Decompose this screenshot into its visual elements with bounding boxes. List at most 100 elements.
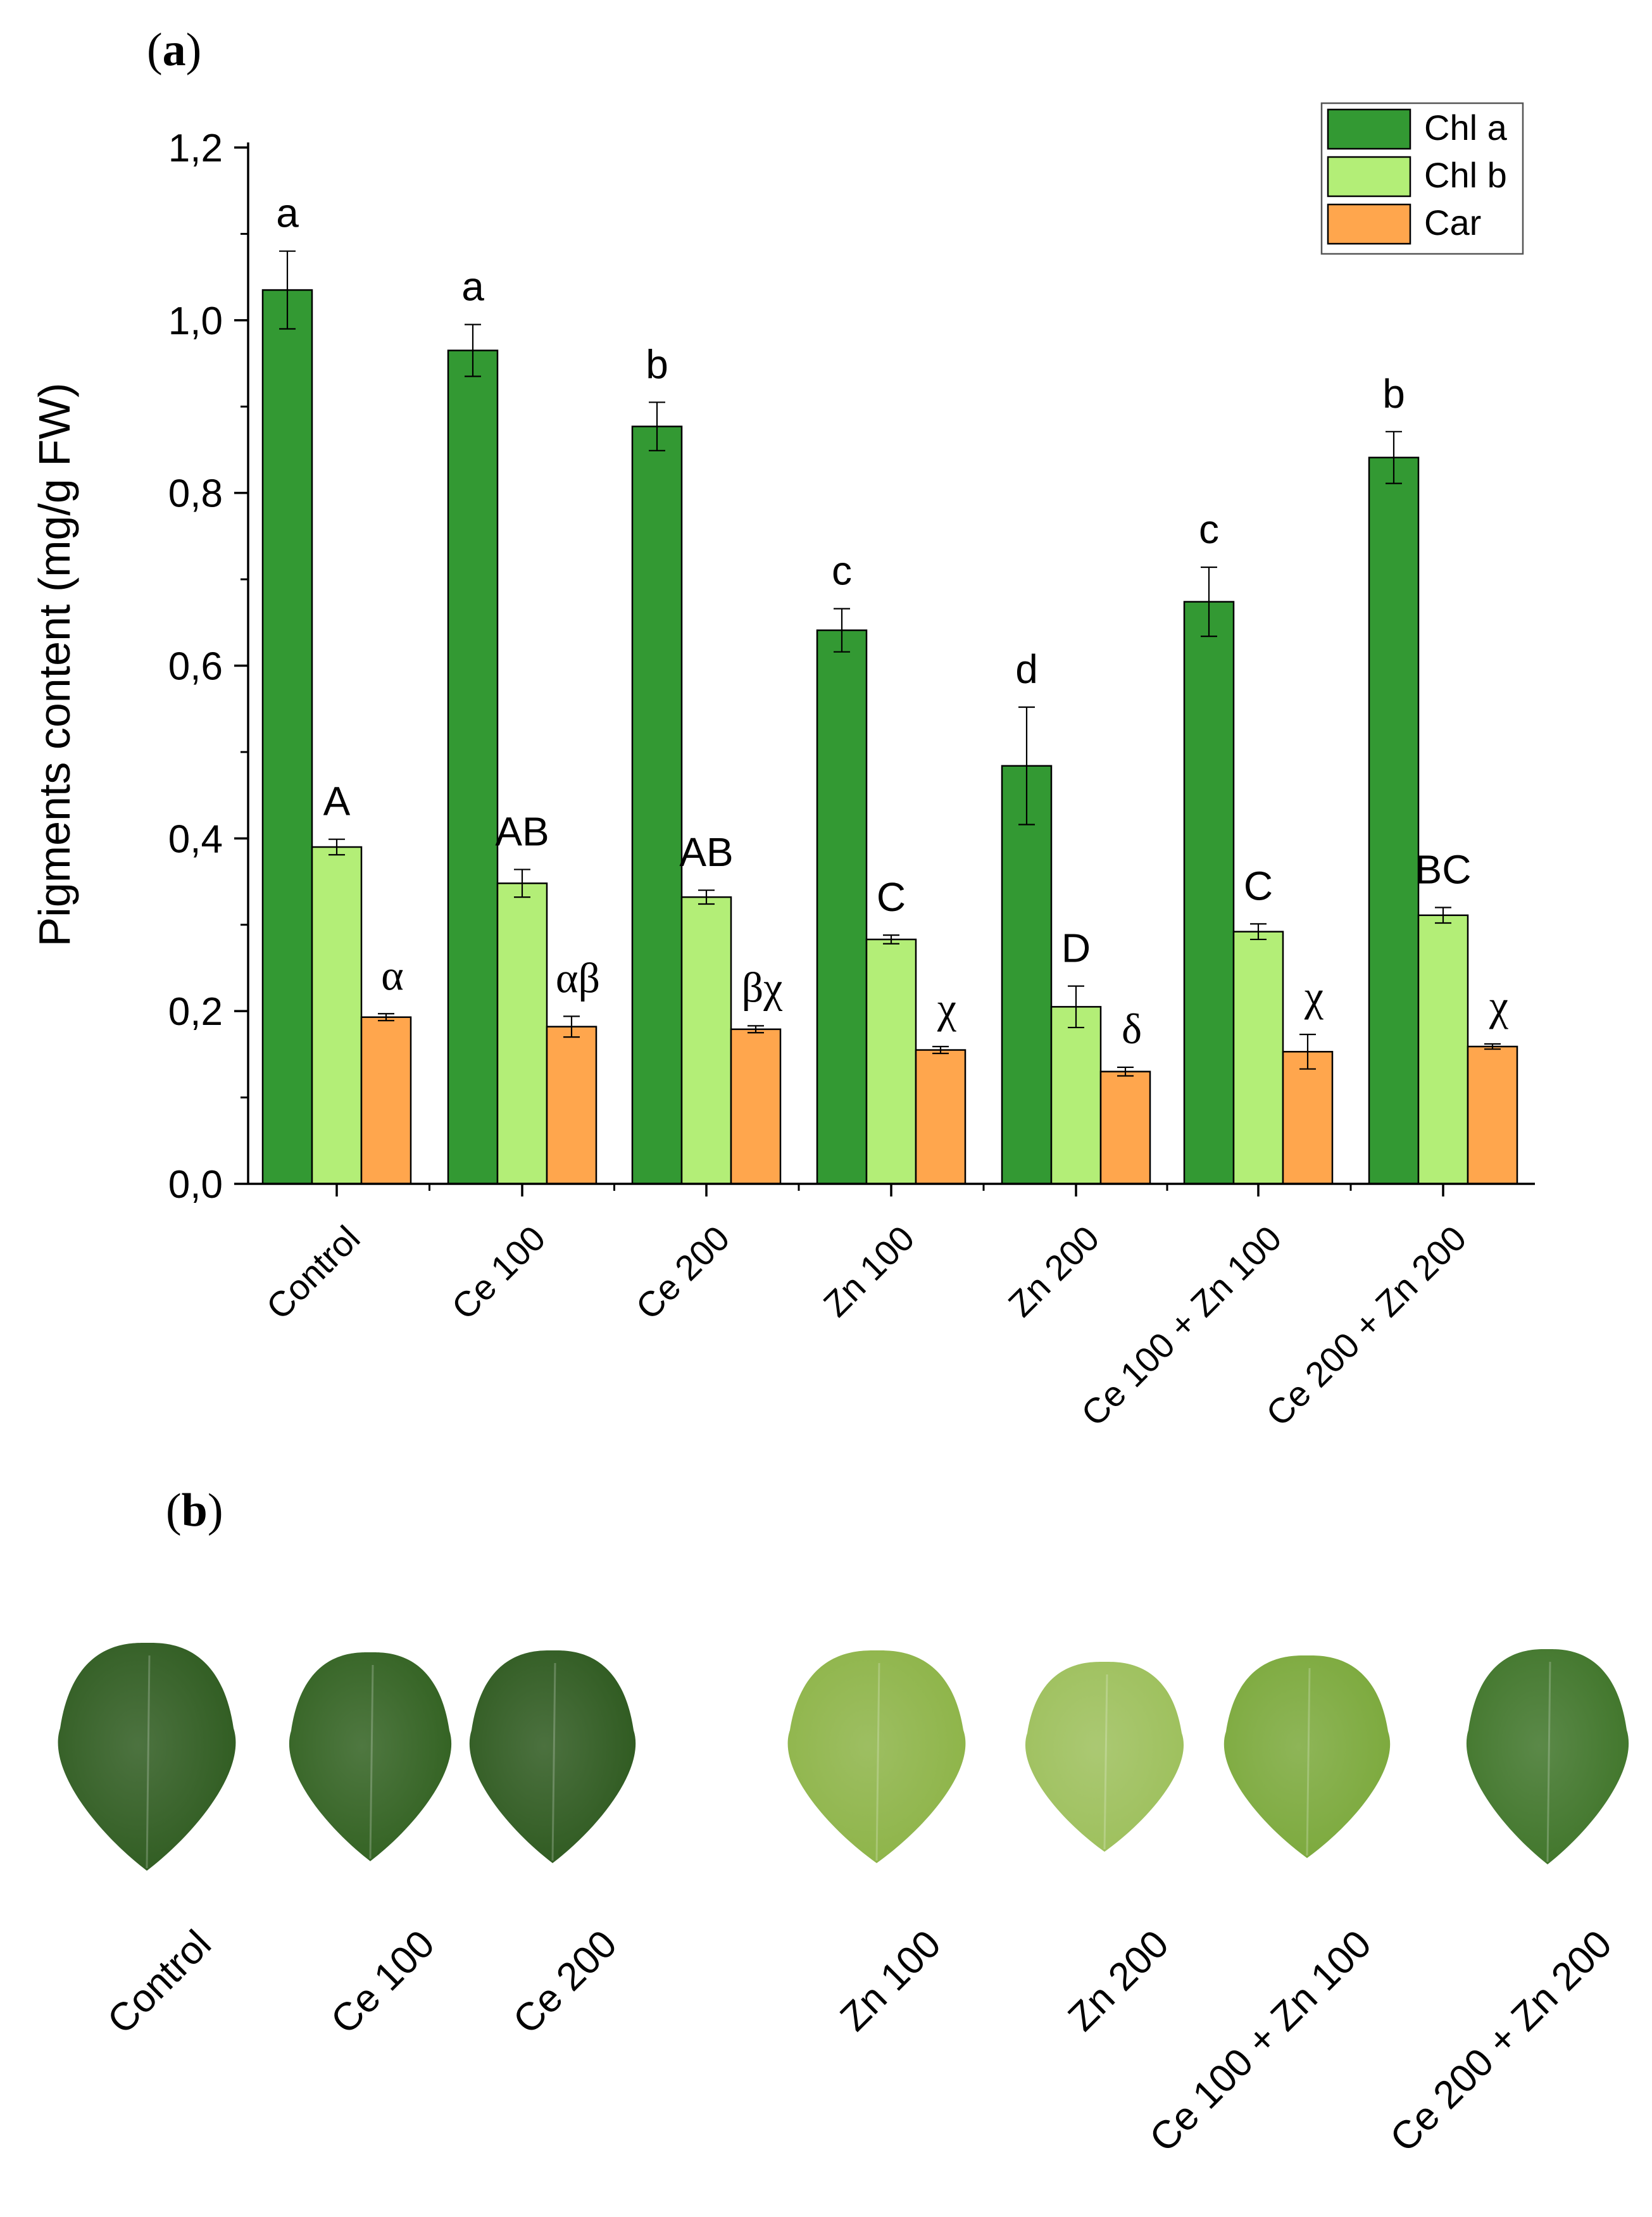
y-axis-title: Pigments content (mg/g FW)	[30, 383, 79, 947]
panel-a-open: (	[147, 24, 163, 76]
leaf-blade-6	[1466, 1649, 1629, 1864]
leaf-2	[469, 1650, 636, 1863]
x-tick-label-4: Zn 200	[1001, 1218, 1107, 1324]
plot-area: a a b c d c b A AB AB C D C BC α αβ βχ χ δ χ χ 0,0 0,2 0,4 0,6 0,…	[168, 127, 1535, 1434]
error-bar-0-5	[1201, 566, 1217, 637]
leaf-1	[289, 1652, 452, 1861]
bar-car-5	[1282, 1051, 1334, 1185]
leaf-label-2: Ce 200	[505, 1922, 625, 2042]
sig-label-1-5: C	[1244, 863, 1273, 908]
sig-label-2-6: χ	[1489, 981, 1508, 1029]
leaf-3	[787, 1650, 966, 1863]
leaf-midrib-3	[875, 1662, 880, 1861]
y-tick-label-6: 1,2	[168, 127, 223, 170]
error-bar-1-6	[1435, 907, 1451, 924]
error-bar-0-4	[1018, 706, 1035, 826]
error-bar-2-4	[1117, 1066, 1134, 1077]
bar-car-4	[1099, 1071, 1151, 1185]
bar-chl-a-2	[631, 425, 683, 1185]
sig-label-1-3: C	[877, 874, 906, 920]
leaf-label-1: Ce 100	[323, 1922, 443, 2042]
legend-label-0: Chl a	[1424, 108, 1508, 148]
sig-label-0-1: a	[461, 264, 484, 310]
leaf-midrib-5	[1306, 1667, 1311, 1856]
leaf-label-4: Zn 200	[1060, 1922, 1177, 2039]
leaf-0	[58, 1642, 236, 1871]
bar-chl-a-1	[447, 349, 499, 1185]
leaf-blade-4	[1025, 1661, 1184, 1852]
leaf-blade-3	[787, 1650, 966, 1863]
bar-chl-a-5	[1183, 601, 1235, 1185]
legend-label-2: Car	[1424, 203, 1481, 242]
sig-label-2-1: αβ	[556, 953, 600, 1002]
x-tick-label-2: Ce 200	[628, 1218, 737, 1327]
error-bar-2-0	[378, 1013, 394, 1022]
x-tick-label-5: Ce 100 + Zn 100	[1073, 1218, 1289, 1434]
panel-b-letter: b	[182, 1485, 208, 1536]
error-bar-0-0	[279, 250, 296, 330]
legend-swatch-2	[1327, 203, 1411, 245]
error-bar-1-3	[883, 934, 899, 945]
leaf-blade-0	[58, 1642, 236, 1871]
panel-a-close: )	[186, 24, 202, 76]
leaf-midrib-6	[1546, 1661, 1551, 1862]
leaf-label-0: Control	[99, 1922, 220, 2042]
x-tick-label-6: Ce 200 + Zn 200	[1258, 1218, 1474, 1434]
panel-a-label: (a)	[147, 24, 201, 76]
legend-swatch-0	[1327, 108, 1411, 150]
error-bar-2-6	[1484, 1043, 1501, 1050]
sig-label-2-4: δ	[1122, 1005, 1142, 1053]
error-bar-1-4	[1068, 985, 1084, 1029]
sig-label-0-0: a	[276, 191, 299, 236]
error-bar-1-5	[1250, 923, 1267, 941]
leaf-5	[1223, 1655, 1391, 1858]
error-bar-0-2	[649, 401, 665, 451]
bar-chl-b-4	[1050, 1006, 1102, 1185]
x-tick-label-0: Control	[258, 1218, 367, 1327]
legend-label-1: Chl b	[1424, 155, 1507, 195]
leaf-blade-5	[1223, 1655, 1391, 1858]
leaf-midrib-2	[551, 1662, 556, 1861]
bar-chl-b-6	[1417, 914, 1469, 1185]
panel-b-open: (	[166, 1485, 182, 1536]
leaf-4	[1025, 1661, 1184, 1852]
leaf-midrib-1	[369, 1664, 374, 1859]
sig-label-0-3: c	[832, 548, 852, 593]
bar-chl-a-6	[1368, 456, 1420, 1185]
y-tick-label-2: 0,4	[168, 817, 223, 861]
bar-car-6	[1467, 1045, 1518, 1185]
bar-chl-b-2	[680, 896, 732, 1185]
error-bar-1-1	[514, 869, 530, 898]
bar-car-1	[546, 1026, 598, 1185]
sig-label-1-2: AB	[679, 829, 733, 875]
y-tick-label-0: 0,0	[168, 1163, 223, 1207]
leaf-midrib-0	[146, 1655, 151, 1869]
bar-car-0	[360, 1016, 412, 1185]
leaf-6	[1466, 1649, 1629, 1864]
panel-b-label: (b)	[166, 1485, 223, 1536]
bar-chl-b-5	[1232, 931, 1284, 1185]
leaf-label-5: Ce 100 + Zn 100	[1141, 1922, 1380, 2161]
bar-chl-b-3	[865, 938, 917, 1185]
sig-label-1-6: BC	[1415, 846, 1472, 892]
bar-chl-b-1	[496, 882, 548, 1185]
error-bar-1-0	[329, 838, 345, 856]
sig-label-2-0: α	[381, 951, 404, 999]
sig-label-0-5: c	[1199, 506, 1219, 552]
leaf-label-6: Ce 200 + Zn 200	[1382, 1922, 1620, 2161]
sig-label-0-6: b	[1382, 371, 1405, 417]
sig-label-2-2: βχ	[742, 963, 783, 1011]
sig-label-1-1: AB	[495, 808, 549, 854]
sig-label-2-5: χ	[1304, 972, 1323, 1020]
x-tick-label-1: Ce 100	[444, 1218, 553, 1327]
panel-a-letter: a	[163, 24, 186, 76]
y-tick-label-1: 0,2	[168, 990, 223, 1034]
bar-chl-a-0	[261, 289, 313, 1185]
error-bar-2-1	[563, 1015, 580, 1038]
error-bar-0-3	[834, 608, 850, 653]
bar-chl-b-0	[311, 846, 363, 1185]
y-tick-label-4: 0,8	[168, 472, 223, 516]
bar-chl-a-3	[816, 629, 868, 1185]
